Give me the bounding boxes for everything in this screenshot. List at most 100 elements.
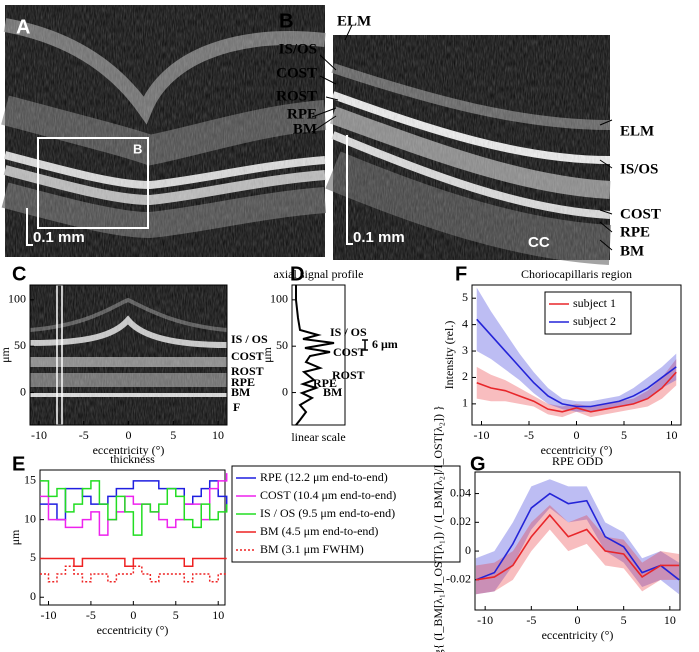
line	[475, 513, 680, 581]
signal-profile	[295, 285, 335, 426]
step-line	[40, 480, 228, 536]
step-line	[40, 557, 227, 567]
legend-label: subject 2	[573, 314, 616, 328]
legend-box	[544, 291, 632, 335]
y-axis-label: Intensity (rel.)	[442, 321, 456, 390]
y-axis-label: μm	[260, 346, 274, 362]
error-band	[475, 479, 680, 595]
layer-label: RPE	[620, 224, 650, 240]
layer-label: COST	[276, 65, 317, 81]
legend-label: subject 1	[573, 296, 616, 310]
layer-label: IS/OS	[279, 41, 317, 57]
x-tick-label: -5	[526, 613, 536, 627]
panel-label: E	[12, 453, 25, 475]
x-tick-label: 10	[212, 608, 224, 622]
panel-label: C	[12, 263, 26, 285]
error-band	[475, 505, 680, 595]
y-tick-label: 100	[270, 292, 288, 306]
x-tick-label: -5	[524, 428, 534, 442]
step-line	[40, 480, 228, 521]
step-line	[40, 565, 227, 583]
y-tick-label: 0	[282, 384, 288, 398]
layer-label: ELM	[620, 123, 654, 139]
x-tick-label: -5	[86, 608, 96, 622]
x-axis-label: eccentricity (°)	[541, 443, 613, 457]
oct-image-a: B 0.1 mm A	[1, 5, 327, 257]
annotation: IS / OS	[330, 325, 367, 339]
chart-title: thickness	[110, 452, 155, 466]
y-tick-label: 0	[20, 384, 26, 398]
scale-bar-label: 0.1 mm	[33, 229, 85, 246]
x-tick-label: 5	[173, 608, 179, 622]
x-tick-label: 0	[130, 608, 136, 622]
x-tick-label: 0	[575, 613, 581, 627]
y-tick-label: 2	[462, 369, 468, 383]
legend-label: BM (4.5 μm end-to-end)	[260, 524, 378, 538]
y-axis-label: ½ log{ (I_BM[λ₁]/I_OST[λ₁]) / (I_BM[λ₂]/…	[431, 405, 445, 652]
error-band	[476, 358, 677, 418]
x-tick-label: 10	[666, 428, 678, 442]
plot-frame	[39, 469, 226, 606]
x-tick-label: -10	[31, 428, 47, 442]
x-tick-label: 10	[664, 613, 676, 627]
annotation: COST	[231, 349, 264, 363]
annotation: BM	[231, 385, 250, 399]
line	[475, 492, 680, 581]
y-tick-label: 15	[24, 473, 36, 487]
layer-label: BM	[620, 243, 644, 259]
legend-label: COST (10.4 μm end-to-end)	[260, 488, 396, 502]
line	[476, 318, 677, 408]
layer-label: ROST	[276, 88, 317, 104]
y-tick-label: 5	[30, 550, 36, 564]
y-tick-label: 3	[462, 343, 468, 357]
panel-label: G	[470, 453, 486, 475]
annotation: BM	[323, 385, 342, 399]
annotation: RPE	[313, 376, 337, 390]
panel-label: D	[290, 263, 304, 285]
y-tick-label: 1	[462, 396, 468, 410]
x-tick-label: 5	[621, 428, 627, 442]
x-tick-label: 0	[574, 428, 580, 442]
legend-label: BM (3.1 μm FWHM)	[260, 542, 364, 556]
chart-title: Choriocapillaris region	[521, 267, 632, 281]
line	[476, 371, 677, 413]
x-tick-label: -5	[79, 428, 89, 442]
x-tick-label: -10	[477, 613, 493, 627]
layer-label: BM	[293, 121, 317, 137]
y-tick-label: 0.04	[450, 485, 471, 499]
layer-label: ELM	[337, 13, 371, 29]
y-tick-label: 50	[14, 338, 26, 352]
plot-frame	[291, 284, 346, 426]
inset-label: B	[133, 141, 142, 156]
y-axis-label: μm	[0, 346, 12, 362]
x-tick-label: -10	[474, 428, 490, 442]
x-axis-label: eccentricity (°)	[97, 623, 169, 637]
annotation: ROST	[231, 364, 264, 378]
x-axis-label: linear scale	[291, 430, 345, 444]
oct-image-c	[29, 284, 228, 426]
y-tick-label: 0.02	[450, 514, 471, 528]
region-label: CC	[528, 234, 550, 251]
annotation: RPE	[231, 375, 255, 389]
y-tick-label: 0	[465, 543, 471, 557]
x-axis-label: eccentricity (°)	[93, 443, 165, 457]
y-tick-label: 4	[462, 316, 468, 330]
error-band	[476, 287, 677, 412]
y-tick-label: -0.02	[446, 572, 471, 586]
annotation: ROST	[332, 368, 365, 382]
legend-label: IS / OS (9.5 μm end-to-end)	[260, 506, 395, 520]
x-tick-label: 10	[212, 428, 224, 442]
chart-title: RPE ODD	[552, 454, 603, 468]
layer-label: COST	[620, 206, 661, 222]
x-tick-label: -10	[40, 608, 56, 622]
layer-label: RPE	[287, 106, 317, 122]
annotation: COST	[333, 345, 366, 359]
scale-bar-label: 0.1 mm	[353, 229, 405, 246]
y-tick-label: 50	[276, 338, 288, 352]
annotation: F	[233, 400, 240, 414]
panel-label: A	[16, 16, 30, 38]
x-tick-label: 5	[170, 428, 176, 442]
oct-image-b: 0.1 mm CC	[311, 24, 613, 265]
